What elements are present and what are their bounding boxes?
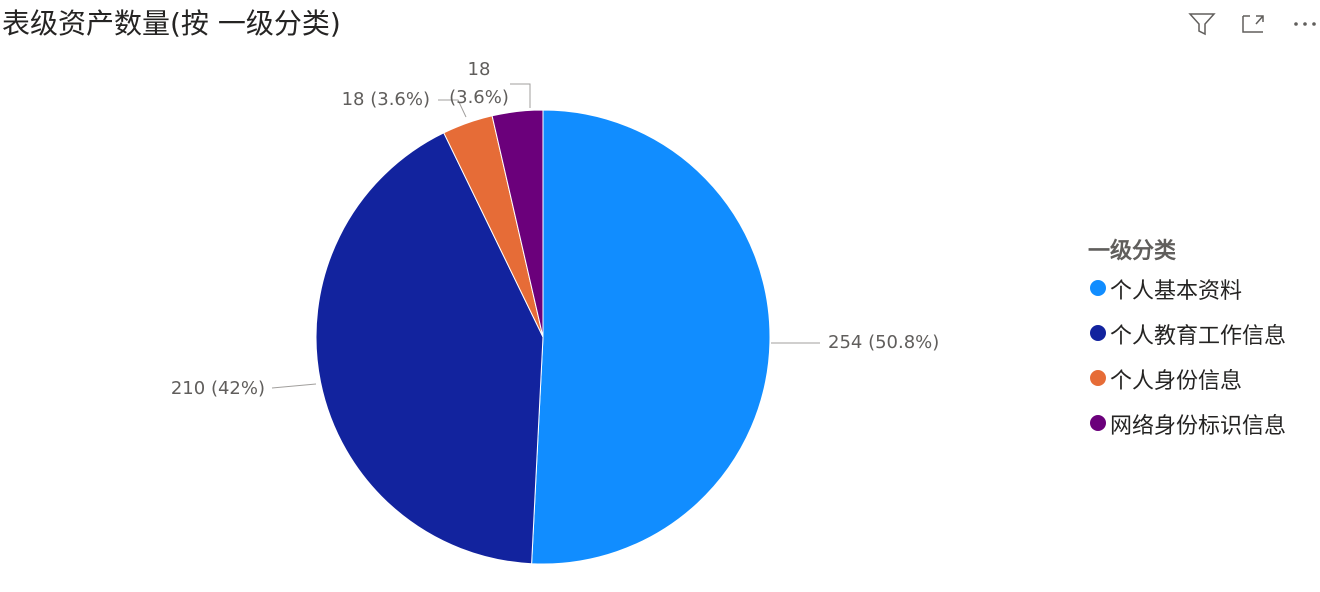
header-icons[interactable]: [1188, 13, 1264, 36]
data-label: 254 (50.8%): [828, 332, 940, 353]
legend-label: 个人基本资料: [1110, 279, 1243, 304]
legend-label: 个人教育工作信息: [1110, 324, 1287, 349]
pie-slice: [315, 132, 544, 565]
chart-title: 表级资产数量(按 一级分类): [2, 7, 341, 40]
leader-line: [438, 99, 467, 118]
legend-marker: [1090, 415, 1106, 431]
data-label: 18 (3.6%): [341, 89, 430, 110]
pie-slice: [531, 109, 771, 565]
leader-line: [510, 83, 531, 108]
filter-icon[interactable]: [1188, 13, 1216, 36]
legend-marker: [1090, 280, 1106, 296]
data-label: 18 (3.6%): [449, 59, 509, 108]
legend-label: 个人身份信息: [1110, 369, 1243, 394]
focus-icon[interactable]: [1242, 15, 1264, 33]
legend-marker: [1090, 325, 1106, 341]
data-label: 210 (42%): [170, 378, 265, 399]
leader-line: [271, 383, 317, 389]
pie-slice: [491, 109, 544, 338]
legend-title: 一级分类: [1088, 239, 1177, 264]
more-icon[interactable]: [1294, 22, 1316, 26]
legend-marker: [1090, 370, 1106, 386]
legend-label: 网络身份标识信息: [1110, 414, 1287, 439]
